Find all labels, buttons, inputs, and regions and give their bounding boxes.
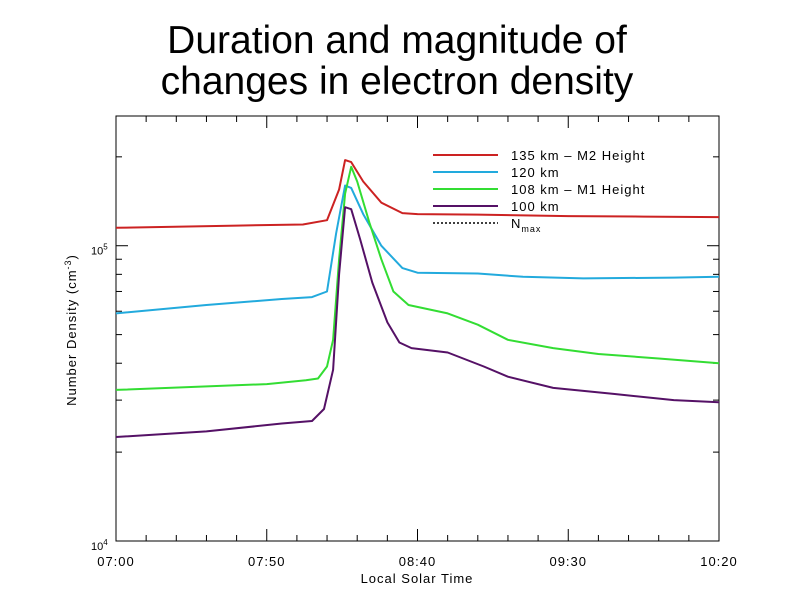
series-line-1 (115, 184, 720, 315)
x-tick-label: 10:20 (700, 554, 738, 569)
legend-label-4: Nmax (511, 216, 541, 234)
x-tick-labels: 07:00 07:50 08:40 09:30 10:20 (97, 554, 738, 569)
series-line-0 (115, 159, 720, 229)
x-axis-label: Local Solar Time (361, 571, 474, 586)
series-line-2 (115, 165, 720, 391)
x-tick-label: 07:00 (97, 554, 135, 569)
series-line-3 (115, 206, 720, 438)
legend-label-0: 135 km – M2 Height (511, 148, 645, 163)
x-tick-label: 09:30 (549, 554, 587, 569)
legend-label-3: 100 km (511, 199, 560, 214)
slide-title-line-2: changes in electron density (160, 60, 634, 103)
slide-title-line-1: Duration and magnitude of (167, 19, 627, 62)
legend: 135 km – M2 Height 120 km 108 km – M1 Heig… (433, 148, 645, 234)
series-layer (115, 159, 720, 438)
legend-label-2: 108 km – M1 Height (511, 182, 645, 197)
y-tick-labels: 105 104 (91, 243, 108, 553)
x-tick-label: 08:40 (399, 554, 437, 569)
legend-label-1: 120 km (511, 165, 560, 180)
plot-frame (115, 115, 720, 542)
axis-ticks (115, 116, 720, 542)
slide-title: Duration and magnitude of changes in ele… (0, 20, 794, 102)
y-axis-label: Number Density (cm-3) (63, 254, 79, 406)
y-tick-label: 104 (91, 538, 108, 553)
y-tick-label: 105 (91, 243, 108, 258)
x-tick-label: 07:50 (248, 554, 286, 569)
